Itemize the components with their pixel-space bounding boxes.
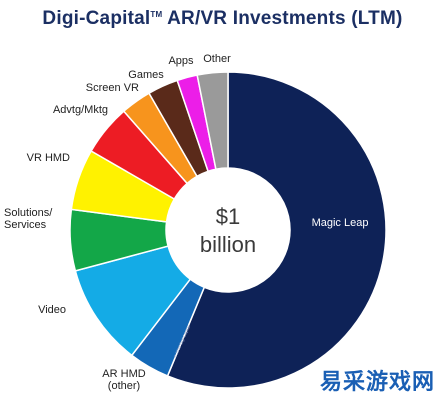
donut-slice-other [196,71,229,171]
title-rest: AR/VR Investments (LTM) [162,8,403,29]
slice-label-video: Video [38,304,66,316]
chart-title: Digi-CapitalTM AR/VR Investments (LTM) [0,8,445,30]
slice-label-apps: Apps [168,55,194,67]
center-unit: billion [200,232,256,257]
watermark-text: 易采游戏网 [319,370,435,395]
slice-label-solutions-services: Solutions/Services [4,207,53,231]
donut-slice-magic-leap [166,71,387,389]
trademark-mark: TM [150,10,163,19]
slice-label-screen-vr: Screen VR [86,82,139,94]
slice-label-vr-hmd: VR HMD [27,152,70,164]
slice-label-games: Games [128,69,164,81]
title-brand: Digi-Capital [42,8,151,29]
center-amount: $1 [216,204,240,229]
slice-label-ar-hmd-other: AR HMD (other) [102,368,145,392]
slice-label-advtg-mktg: Advtg/Mktg [53,104,108,116]
slice-label-magic-leap: Magic Leap [312,217,369,229]
slice-label-other: Other [203,53,231,65]
